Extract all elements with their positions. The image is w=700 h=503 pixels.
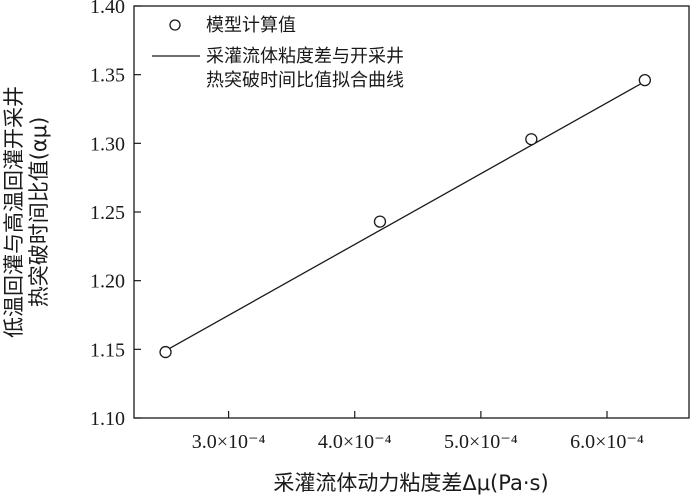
data-point: [373, 215, 387, 228]
y-tick-label: 1.30: [90, 133, 125, 155]
legend-label-fit-line1: 采灌流体粘度差与开采井: [206, 46, 404, 67]
y-axis-ticks: 1.10 1.15 1.20 1.25 1.30 1.35 1.40: [90, 0, 141, 430]
x-tick-label: 3.0×10⁻⁴: [192, 431, 266, 453]
y-tick-label: 1.10: [90, 408, 125, 430]
data-point: [638, 74, 652, 87]
y-tick-label: 1.20: [90, 271, 125, 293]
data-point: [159, 345, 172, 359]
y-axis-title-line2: 热突破时间比值(αμ): [27, 117, 51, 308]
x-tick-label: 6.0×10⁻⁴: [570, 431, 644, 453]
y-tick-label: 1.35: [90, 65, 125, 87]
y-tick-label: 1.40: [90, 0, 125, 18]
x-tick-label: 4.0×10⁻⁴: [318, 431, 392, 453]
legend: 模型计算值 采灌流体粘度差与开采井 热突破时间比值拟合曲线: [152, 15, 404, 91]
fit-line: [165, 80, 646, 352]
data-point: [525, 133, 538, 146]
series-layer: [159, 74, 652, 359]
legend-marker-model: [169, 19, 181, 31]
y-tick-label: 1.15: [90, 339, 125, 361]
x-axis-ticks: 3.0×10⁻⁴ 4.0×10⁻⁴ 5.0×10⁻⁴ 6.0×10⁻⁴: [192, 411, 644, 453]
y-tick-label: 1.25: [90, 202, 125, 224]
y-axis-title: 低温回灌与高温回灌开采井 热突破时间比值(αμ): [2, 86, 51, 338]
legend-label-model: 模型计算值: [206, 15, 296, 36]
y-axis-title-line1: 低温回灌与高温回灌开采井: [2, 86, 26, 338]
x-tick-label: 5.0×10⁻⁴: [444, 431, 518, 453]
legend-label-fit-line2: 热突破时间比值拟合曲线: [206, 70, 404, 91]
x-axis-title: 采灌流体动力粘度差Δμ(Pa·s): [273, 471, 548, 495]
